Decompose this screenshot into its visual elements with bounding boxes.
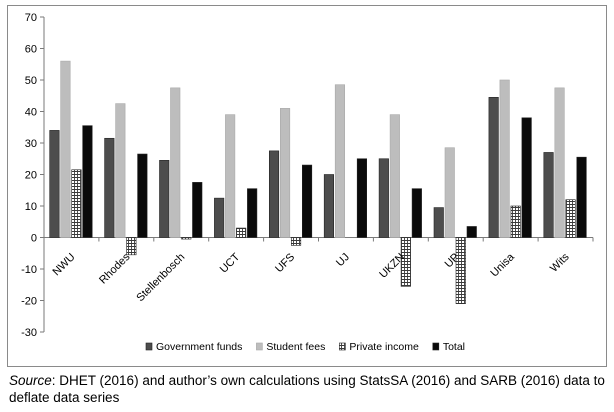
bar-total — [82, 125, 93, 238]
bar-government-funds — [49, 130, 60, 238]
x-category-label: UFS — [273, 251, 297, 275]
bar-student-fees — [499, 79, 510, 238]
bar-student-fees — [444, 147, 455, 238]
bar-private-income — [236, 227, 247, 238]
y-tick-label: 70 — [25, 12, 37, 24]
legend-entry: Total — [432, 341, 465, 353]
bar-government-funds — [323, 174, 335, 238]
x-category-label: UCT — [218, 251, 243, 276]
bar-government-funds — [104, 137, 115, 238]
bar-student-fees — [225, 114, 236, 238]
y-tick-label: 60 — [25, 44, 37, 56]
bar-private-income — [455, 237, 466, 304]
legend-swatch — [339, 342, 346, 351]
bar-total — [521, 117, 532, 238]
x-category-label: NWU — [51, 251, 78, 278]
bar-government-funds — [378, 158, 389, 238]
bar-government-funds — [543, 152, 554, 238]
bar-student-fees — [389, 114, 400, 238]
bar-private-income — [71, 169, 82, 238]
bar-government-funds — [433, 207, 444, 238]
bar-student-fees — [334, 84, 346, 238]
bar-student-fees — [554, 87, 565, 238]
legend-label: Private income — [349, 341, 419, 353]
bar-government-funds — [268, 150, 280, 238]
bar-private-income — [126, 237, 137, 256]
legend-entry: Student fees — [256, 341, 325, 353]
legend-entry: Government funds — [145, 341, 242, 353]
bar-total — [411, 188, 422, 238]
bar-government-funds — [159, 160, 170, 238]
bar-total — [247, 188, 258, 238]
y-tick-label: 40 — [25, 107, 37, 119]
bar-government-funds — [488, 97, 499, 238]
y-tick-label: 10 — [25, 201, 37, 213]
bar-private-income — [565, 199, 576, 238]
y-tick-label: 30 — [25, 138, 37, 150]
bar-total — [576, 156, 587, 238]
caption-source-label: Source — [9, 373, 52, 388]
bar-total — [137, 153, 148, 238]
legend-swatch — [145, 342, 153, 351]
bar-total — [192, 182, 203, 238]
x-category-label: UJ — [334, 251, 352, 269]
legend-swatch — [432, 342, 440, 351]
y-tick-label: -30 — [21, 327, 37, 339]
bar-student-fees — [115, 103, 126, 238]
figure-caption: Source: DHET (2016) and author’s own cal… — [9, 372, 609, 406]
legend-label: Government funds — [156, 341, 242, 353]
bar-government-funds — [214, 197, 225, 238]
y-tick-label: 50 — [25, 75, 37, 87]
bar-student-fees — [170, 87, 181, 238]
y-axis: 70 60 50 40 30 20 10 0 -10 -20 -30 — [21, 12, 594, 339]
bar-private-income — [290, 237, 302, 246]
bars — [49, 60, 587, 304]
legend: Government funds Student fees Private inco… — [145, 341, 465, 353]
legend-label: Student fees — [266, 341, 325, 353]
caption-text: : DHET (2016) and author’s own calculati… — [9, 373, 605, 405]
x-category-label: Unisa — [488, 251, 517, 280]
bar-total — [301, 164, 313, 238]
x-category-label: Rhodes — [97, 251, 133, 287]
bar-private-income — [510, 205, 521, 238]
legend-entry: Private income — [339, 341, 419, 353]
bar-student-fees — [279, 108, 291, 238]
y-tick-label: -20 — [21, 296, 37, 308]
x-category-label: Stellenbosch — [134, 251, 187, 304]
y-tick-label: 0 — [31, 233, 37, 245]
x-category-label: Wits — [548, 251, 572, 275]
bar-student-fees — [60, 60, 71, 238]
y-tick-label: 20 — [25, 170, 37, 182]
bar-private-income — [400, 237, 411, 287]
bar-total — [466, 226, 477, 238]
legend-swatch — [256, 342, 263, 351]
legend-label: Total — [443, 341, 465, 353]
chart-frame: 70 60 50 40 30 20 10 0 -10 -20 -30 NWU Rhodes Stelle… — [7, 5, 607, 367]
bar-chart: 70 60 50 40 30 20 10 0 -10 -20 -30 NWU Rhodes Stelle… — [21, 12, 594, 353]
x-axis-labels: NWU Rhodes Stellenbosch UCT UFS UJ UKZN UP Unisa… — [51, 251, 573, 305]
bar-private-income — [181, 237, 192, 240]
y-tick-label: -10 — [21, 264, 37, 276]
bar-total — [356, 158, 368, 238]
